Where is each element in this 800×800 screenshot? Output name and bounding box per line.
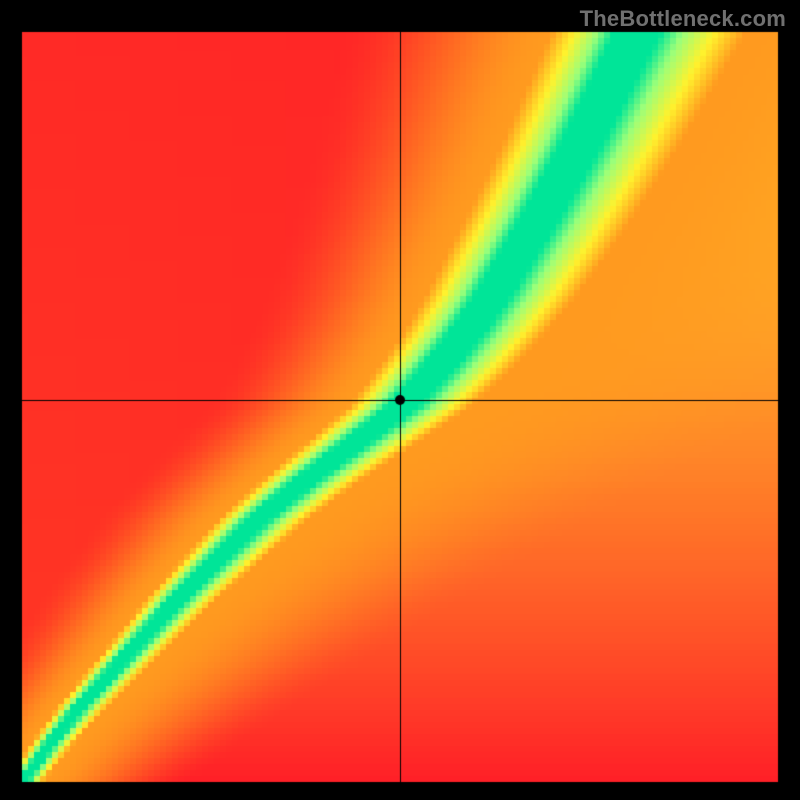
heatmap-canvas	[0, 0, 800, 800]
watermark-label: TheBottleneck.com	[580, 6, 786, 32]
chart-container: TheBottleneck.com	[0, 0, 800, 800]
